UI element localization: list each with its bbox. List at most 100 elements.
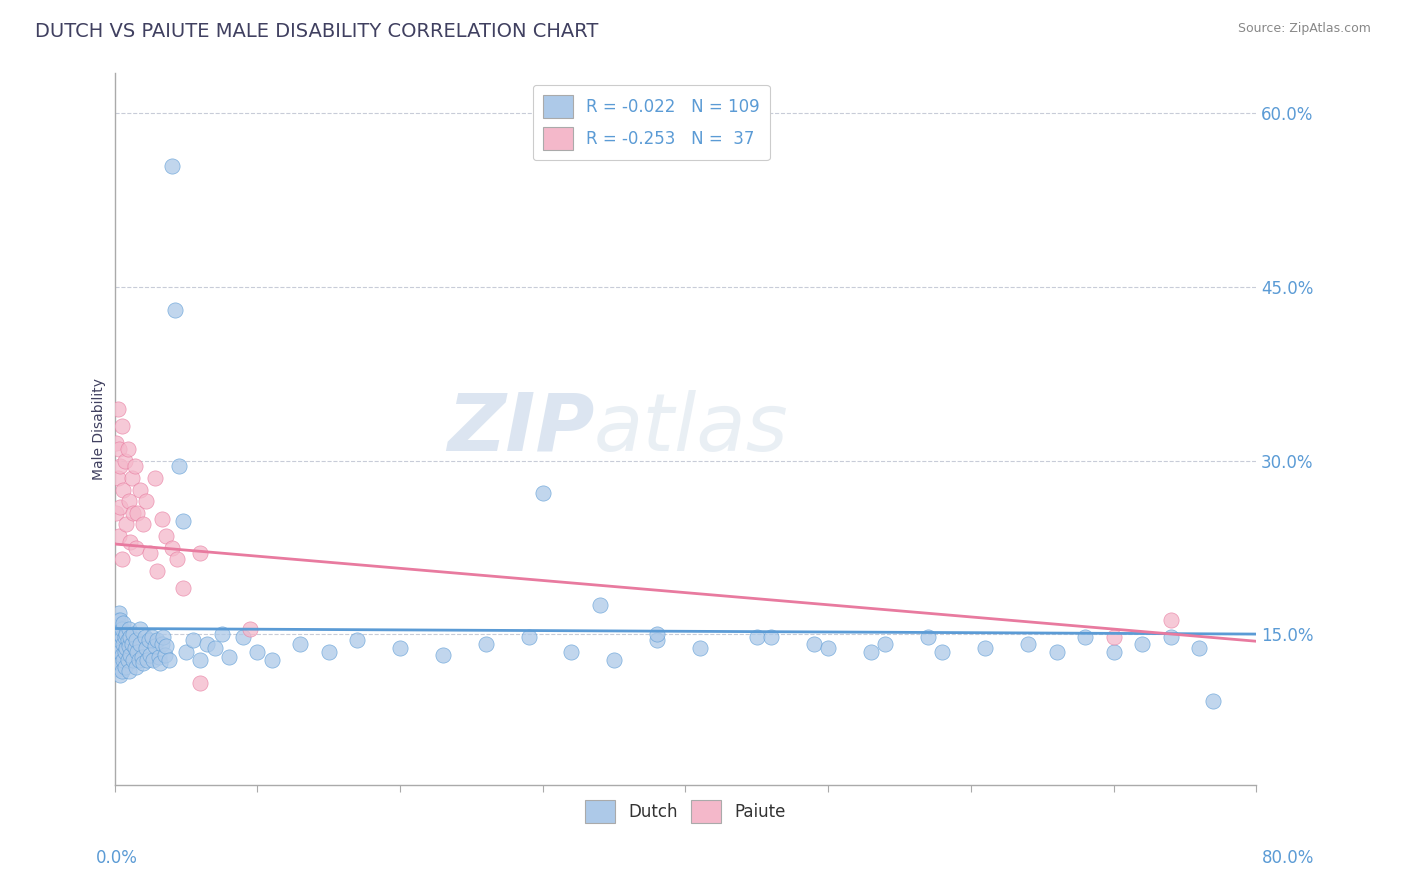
Point [188,676,211,690]
Point [105,650,128,665]
Point [531,486,554,500]
Point [759,630,782,644]
Text: 80.0%: 80.0% [1263,849,1315,867]
Point [197,636,219,650]
Text: DUTCH VS PAIUTE MALE DISABILITY CORRELATION CHART: DUTCH VS PAIUTE MALE DISABILITY CORRELAT… [35,22,599,41]
Point [1074,630,1097,644]
Point [105,436,128,450]
Point [166,552,188,566]
Point [167,459,190,474]
Point [129,622,152,636]
Point [128,653,150,667]
Point [172,514,194,528]
Point [218,650,240,665]
Point [974,641,997,656]
Point [150,636,173,650]
Point [181,633,204,648]
Point [108,607,131,621]
Point [132,657,155,671]
Point [105,630,128,644]
Point [318,645,340,659]
Point [107,625,129,640]
Point [160,159,183,173]
Point [120,630,142,644]
Point [917,630,939,644]
Point [143,471,166,485]
Point [188,653,211,667]
Point [107,633,129,648]
Point [120,648,142,662]
Point [121,471,143,485]
Text: Source: ZipAtlas.com: Source: ZipAtlas.com [1237,22,1371,36]
Point [105,506,128,520]
Point [389,641,412,656]
Point [129,483,152,497]
Legend: Dutch, Paiute: Dutch, Paiute [578,793,793,830]
Point [148,650,170,665]
Point [204,641,226,656]
Point [124,641,146,656]
Point [142,653,165,667]
Point [125,541,148,555]
Point [560,645,582,659]
Point [141,630,163,644]
Point [111,648,134,662]
Point [135,641,157,656]
Point [1160,614,1182,628]
Point [1102,645,1125,659]
Point [121,636,143,650]
Point [239,622,262,636]
Point [1102,630,1125,644]
Point [118,639,141,653]
Point [1130,636,1153,650]
Point [246,645,269,659]
Point [132,517,155,532]
Point [107,641,129,656]
Point [111,622,134,636]
Point [135,494,157,508]
Point [122,627,145,641]
Point [107,662,129,676]
Point [108,636,131,650]
Point [112,483,135,497]
Point [745,630,768,644]
Point [517,630,540,644]
Point [120,534,142,549]
Point [160,541,183,555]
Point [125,633,148,648]
Point [110,459,132,474]
Point [122,506,145,520]
Point [138,633,160,648]
Point [817,641,839,656]
Point [136,653,159,667]
Point [114,645,136,659]
Point [875,636,897,650]
Point [107,401,129,416]
Point [603,653,626,667]
Point [157,653,180,667]
Point [127,506,149,520]
Point [174,645,197,659]
Point [105,639,128,653]
Point [112,636,135,650]
Text: 0.0%: 0.0% [96,849,138,867]
Point [110,627,132,641]
Point [108,442,131,457]
Point [931,645,953,659]
Point [114,659,136,673]
Point [153,648,176,662]
Point [115,517,138,532]
Point [111,665,134,679]
Point [125,659,148,673]
Point [155,529,177,543]
Point [163,303,186,318]
Point [110,500,132,514]
Point [111,552,134,566]
Point [188,546,211,560]
Point [432,648,454,662]
Point [645,633,668,648]
Point [172,581,194,595]
Y-axis label: Male Disability: Male Disability [93,378,107,480]
Point [118,494,141,508]
Point [110,614,132,628]
